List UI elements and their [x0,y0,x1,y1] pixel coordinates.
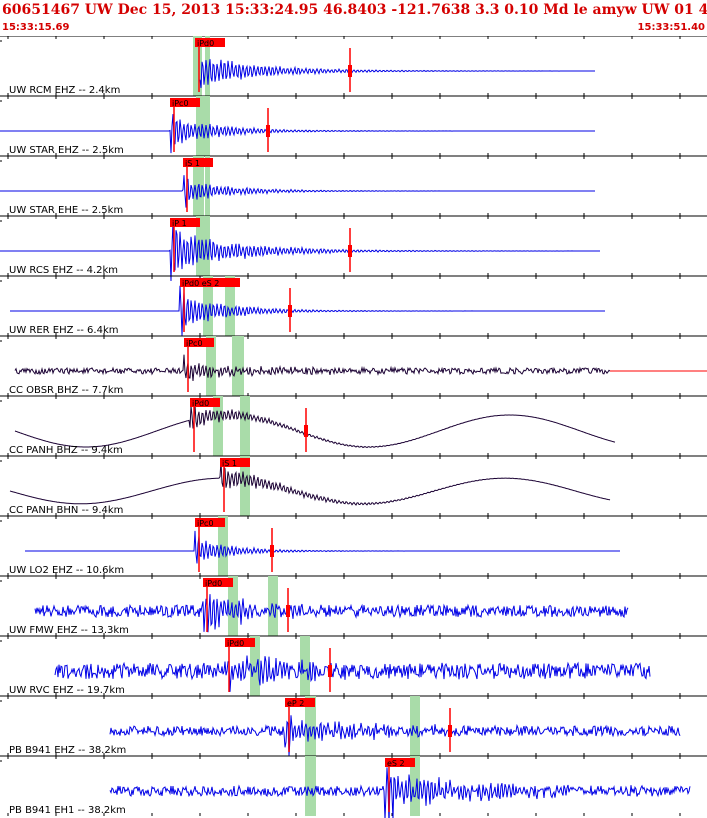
waveform [14,404,616,449]
trace-panel[interactable]: eP 2 PB B941 EHZ -- 38.2km [0,695,707,757]
pick-window [240,396,250,456]
header: 60651467 UW Dec 15, 2013 15:33:24.95 46.… [0,0,707,36]
pick-window [410,696,420,756]
trace-label: UW RCM EHZ -- 2.4km [9,85,120,96]
pick-window [196,216,206,276]
pick-label: eP 2 [287,699,304,708]
waveform [199,59,595,88]
waveform [34,594,629,633]
pick-window [300,636,310,696]
pick-label: iPc0 [197,519,214,528]
trace-panel[interactable]: iPd0 UW FMW EHZ -- 13.3km [0,575,707,636]
trace-panel[interactable]: iPd0 UW RVC EHZ -- 19.7km [0,635,707,696]
pick-flag[interactable] [220,458,250,467]
waveform [109,715,681,757]
pick-label: eS 2 [387,759,405,768]
pick-window [205,36,210,96]
pick-flag[interactable] [180,278,240,287]
pick-flag[interactable] [184,338,214,347]
pick-label: iS 1 [185,159,200,168]
waveform [14,354,611,382]
pick-label: iPd0 [205,579,222,588]
trace-label: UW STAR EHE -- 2.5km [9,205,123,216]
pick-label: iP 1 [172,219,187,228]
trace-panel[interactable]: iPd0 CC PANH BHZ -- 9.4km [0,395,707,456]
trace-label: UW RER EHZ -- 6.4km [9,325,118,336]
waveform [54,655,651,692]
pick-window [250,636,260,696]
trace-label: UW STAR EHZ -- 2.5km [9,145,124,156]
pick-window [206,336,216,396]
pick-window [232,336,244,396]
waveform [0,221,600,282]
waveform [0,175,595,208]
pick-window [205,216,210,276]
pick-window [205,156,210,216]
pick-flag[interactable] [170,218,200,227]
pick-flag[interactable] [225,638,255,647]
pick-label: iPd0 eS 2 [182,279,219,288]
trace-label: CC OBSR BHZ -- 7.7km [9,385,123,396]
trace-panel[interactable]: eS 2 PB B941 EH1 -- 38.2km [0,755,707,818]
trace-panel[interactable]: iPd0 eS 2 UW RER EHZ -- 6.4km [0,275,707,336]
pick-flag[interactable] [183,158,213,167]
pick-label: iPc0 [172,99,189,108]
waveform [9,461,611,506]
pick-window [225,276,235,336]
pick-window [205,96,210,156]
trace-label: UW FMW EHZ -- 13.3km [9,625,129,636]
event-title: 60651467 UW Dec 15, 2013 15:33:24.95 46.… [2,2,707,18]
pick-flag[interactable] [385,758,415,767]
pick-label: iS 1 [222,459,237,468]
pick-window [218,516,228,576]
pick-window [203,276,213,336]
trace-label: UW RVC EHZ -- 19.7km [9,685,125,696]
waveform [0,114,595,154]
pick-window [213,396,223,456]
pick-label: iPd0 [197,39,214,48]
pick-label: iPc0 [186,339,203,348]
trace-label: UW RCS EHZ -- 4.2km [9,265,118,276]
end-time: 15:33:51.40 [637,22,705,33]
seismogram-plot[interactable]: iPd0 UW RCM EHZ -- 2.4km iPc0 UW STAR EHZ -… [0,36,707,818]
pick-window [305,696,316,756]
trace-panel[interactable]: iPd0 UW RCM EHZ -- 2.4km [0,36,707,96]
pick-window [193,36,202,96]
trace-panel[interactable]: iS 1 CC PANH BHN -- 9.4km [0,455,707,516]
trace-panel[interactable]: iS 1 UW STAR EHE -- 2.5km [0,155,707,216]
pick-flag[interactable] [170,98,200,107]
trace-label: PB B941 EH1 -- 38.2km [9,805,126,816]
pick-window [410,756,420,816]
pick-flag[interactable] [195,518,225,527]
waveform [10,285,605,336]
waveform [109,767,691,818]
pick-window [228,576,238,636]
start-time: 15:33:15.69 [2,22,70,33]
trace-label: CC PANH BHN -- 9.4km [9,505,123,516]
trace-panel[interactable]: iP 1 UW RCS EHZ -- 4.2km [0,215,707,282]
pick-label: iPd0 [192,399,209,408]
trace-label: PB B941 EHZ -- 38.2km [9,745,126,756]
trace-label: CC PANH BHZ -- 9.4km [9,445,123,456]
trace-panel[interactable]: iPc0 CC OBSR BHZ -- 7.7km [0,335,707,396]
trace-panel[interactable]: iPc0 UW LO2 EHZ -- 10.6km [0,515,707,576]
trace-label: UW LO2 EHZ -- 10.6km [9,565,124,576]
pick-flag[interactable] [195,38,225,47]
waveform [25,530,620,564]
trace-panel[interactable]: iPc0 UW STAR EHZ -- 2.5km [0,95,707,156]
pick-flag[interactable] [285,698,315,707]
pick-window [305,756,316,816]
pick-flag[interactable] [203,578,233,587]
pick-flag[interactable] [190,398,220,407]
pick-label: iPd0 [227,639,244,648]
